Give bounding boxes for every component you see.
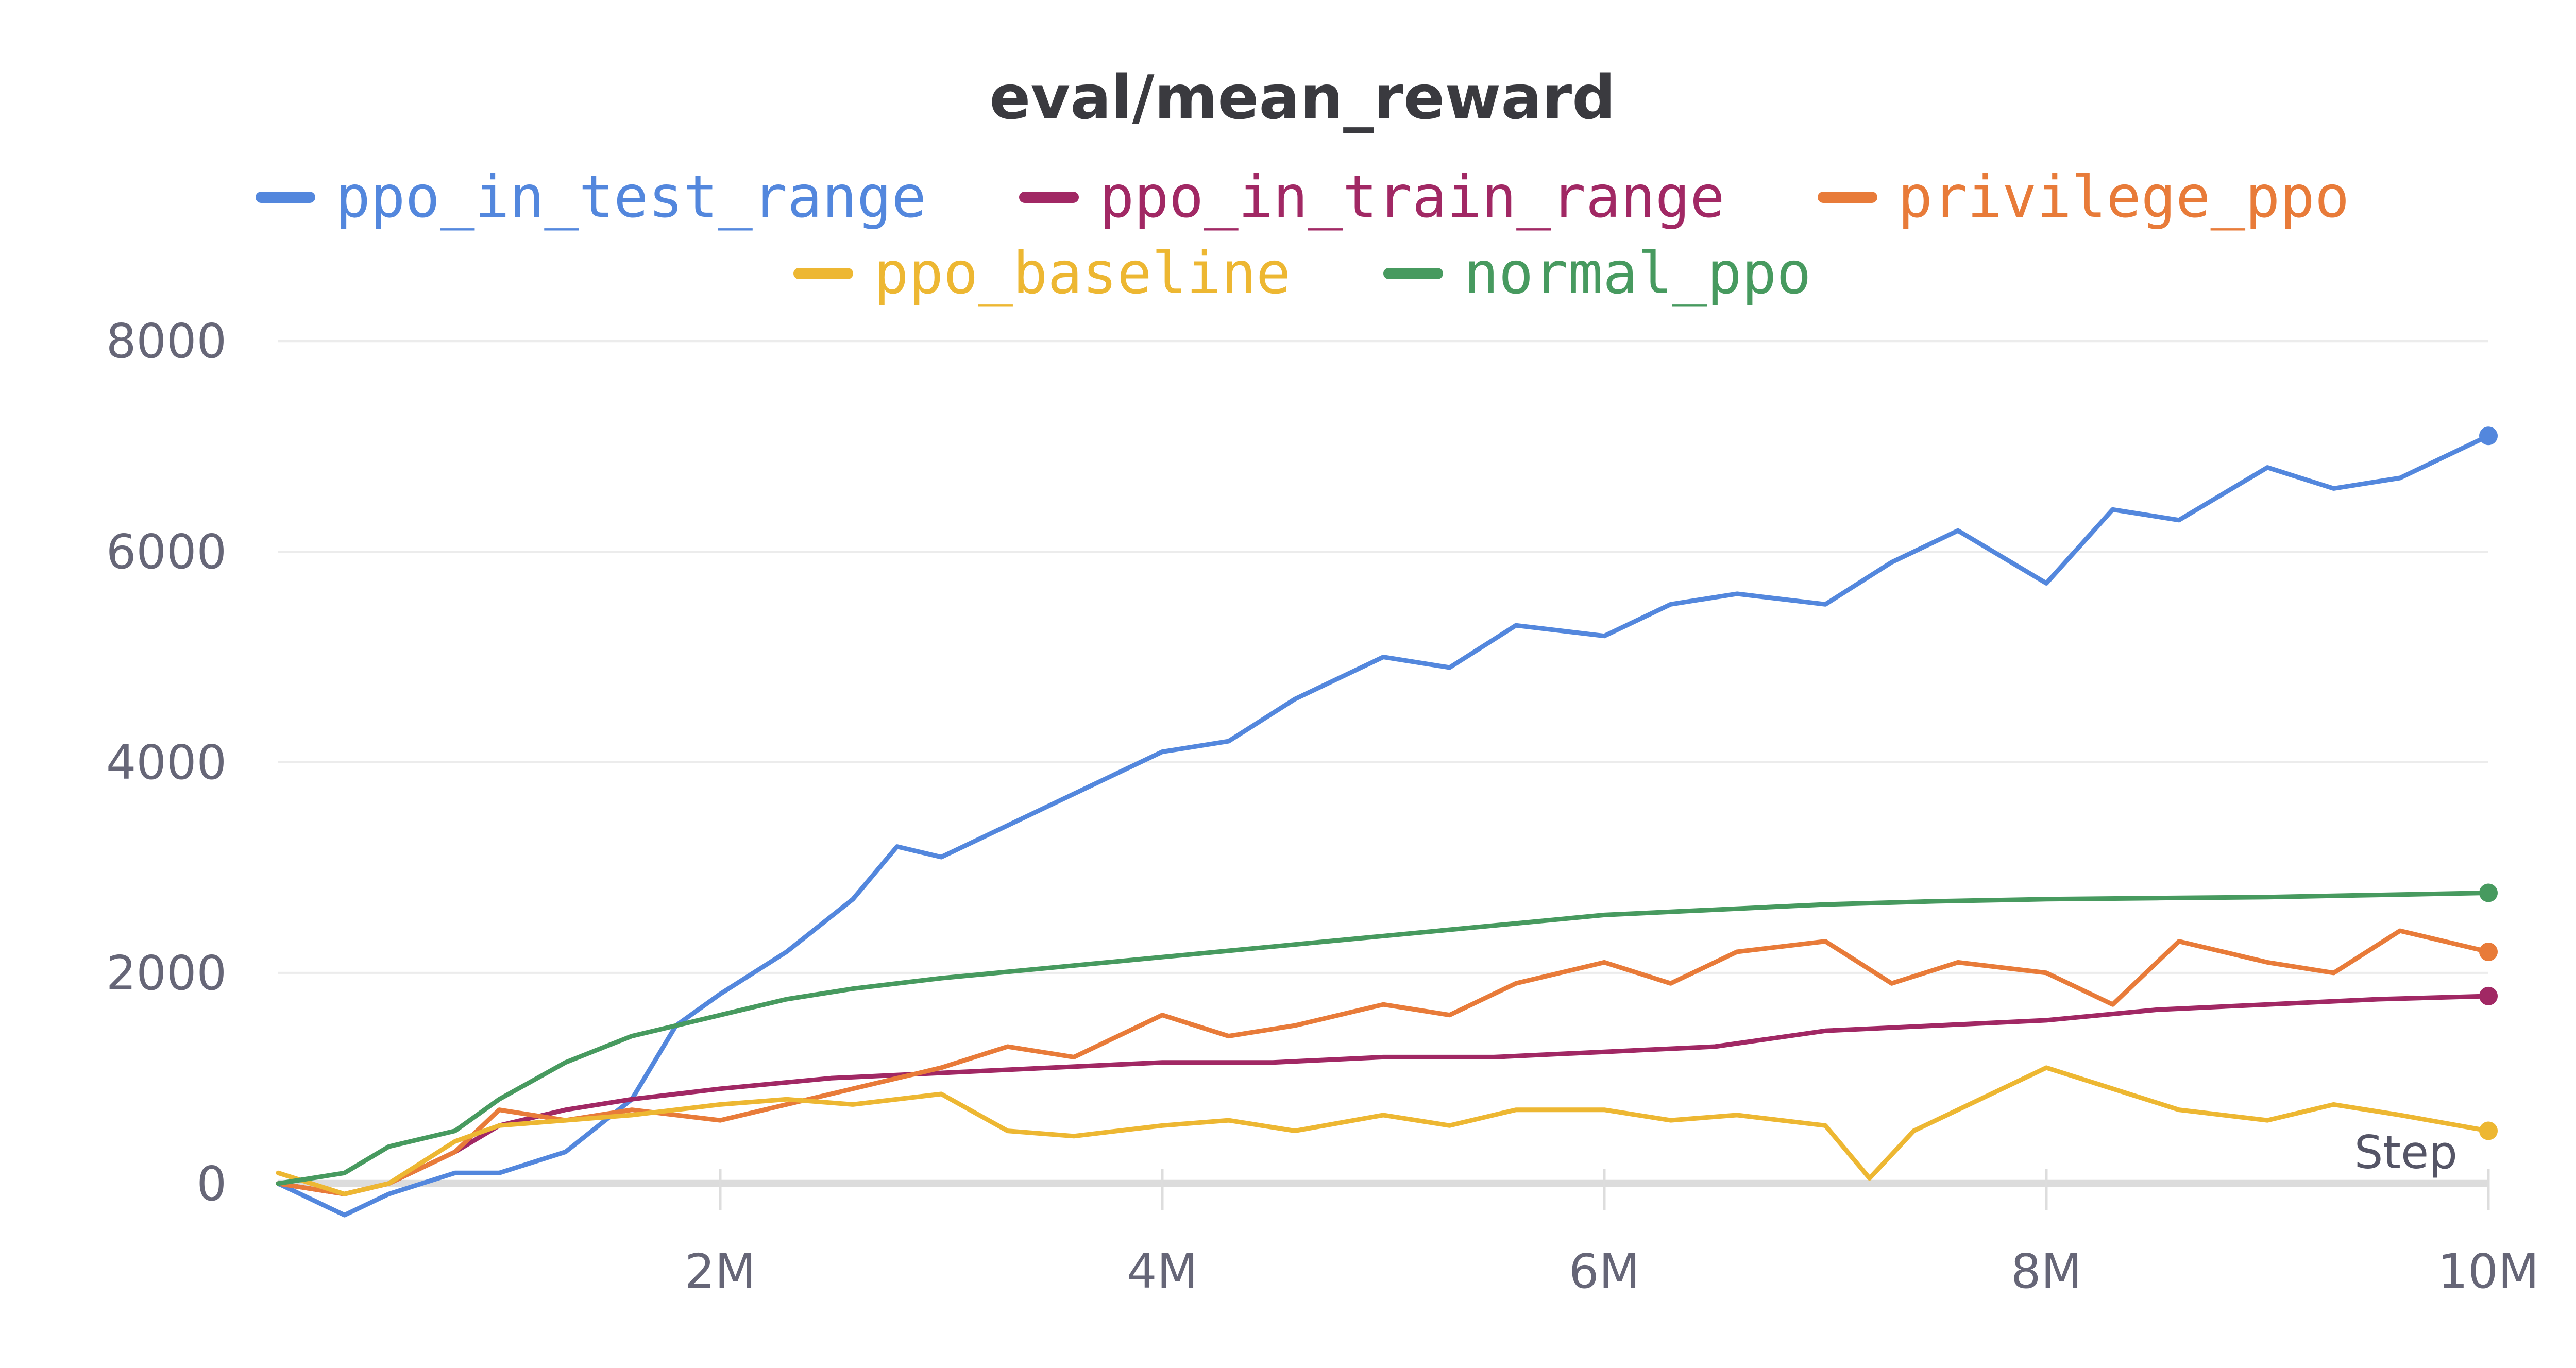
x-tick-label: 4M — [1127, 1244, 1198, 1299]
x-tick-labels: 2M 4M 6M 8M 10M — [685, 1244, 2539, 1299]
x-tick-label: 10M — [2438, 1244, 2539, 1299]
legend-label: privilege_ppo — [1897, 164, 2350, 231]
legend-swatch — [1019, 192, 1079, 203]
legend-row: ppo_baseline normal_ppo — [0, 240, 2576, 307]
legend-item-normal-ppo: normal_ppo — [1383, 240, 1811, 307]
end-point-ppo-in-test-range — [2479, 426, 2498, 446]
series-lines — [276, 433, 2491, 1218]
x-tick-label: 2M — [685, 1244, 756, 1299]
legend-label: ppo_in_test_range — [335, 164, 926, 231]
end-point-ppo-in-train-range — [2479, 986, 2498, 1005]
legend-swatch — [255, 192, 315, 203]
series-end-points — [2479, 426, 2498, 1140]
legend-swatch — [793, 268, 854, 279]
x-tick-label: 6M — [1569, 1244, 1640, 1299]
y-tick-label: 4000 — [106, 735, 227, 790]
x-axis-label: Step — [2354, 1126, 2458, 1179]
y-tick-label: 0 — [196, 1156, 227, 1211]
legend-item-ppo-in-train-range: ppo_in_train_range — [1019, 164, 1725, 231]
legend-item-ppo-baseline: ppo_baseline — [793, 240, 1291, 307]
grid-lines — [278, 340, 2490, 1210]
end-point-privilege-ppo — [2479, 943, 2498, 961]
legend-label: normal_ppo — [1464, 240, 1811, 307]
end-point-ppo-baseline — [2479, 1121, 2498, 1140]
series-line-ppo-in-train-range — [276, 994, 2491, 1196]
legend-swatch — [1383, 268, 1444, 279]
series-line-privilege-ppo — [276, 928, 2491, 1196]
legend-label: ppo_baseline — [874, 240, 1291, 307]
y-tick-labels: 0 2000 4000 6000 8000 — [106, 314, 227, 1211]
legend-item-privilege-ppo: privilege_ppo — [1817, 164, 2350, 231]
end-point-normal-ppo — [2479, 883, 2498, 902]
y-tick-label: 6000 — [106, 524, 227, 579]
series-line-normal-ppo — [276, 891, 2491, 1186]
chart-title: eval/mean_reward — [989, 62, 1616, 133]
y-tick-label: 2000 — [106, 946, 227, 1001]
legend-label: ppo_in_train_range — [1099, 164, 1725, 231]
y-tick-label: 8000 — [106, 314, 227, 369]
series-line-ppo-baseline — [276, 1065, 2491, 1196]
legend-swatch — [1817, 192, 1877, 203]
legend-item-ppo-in-test-range: ppo_in_test_range — [255, 164, 926, 231]
series-line-ppo-in-test-range — [276, 433, 2491, 1218]
x-tick-label: 8M — [2011, 1244, 2082, 1299]
legend-row: ppo_in_test_range ppo_in_train_range privi… — [0, 164, 2576, 231]
